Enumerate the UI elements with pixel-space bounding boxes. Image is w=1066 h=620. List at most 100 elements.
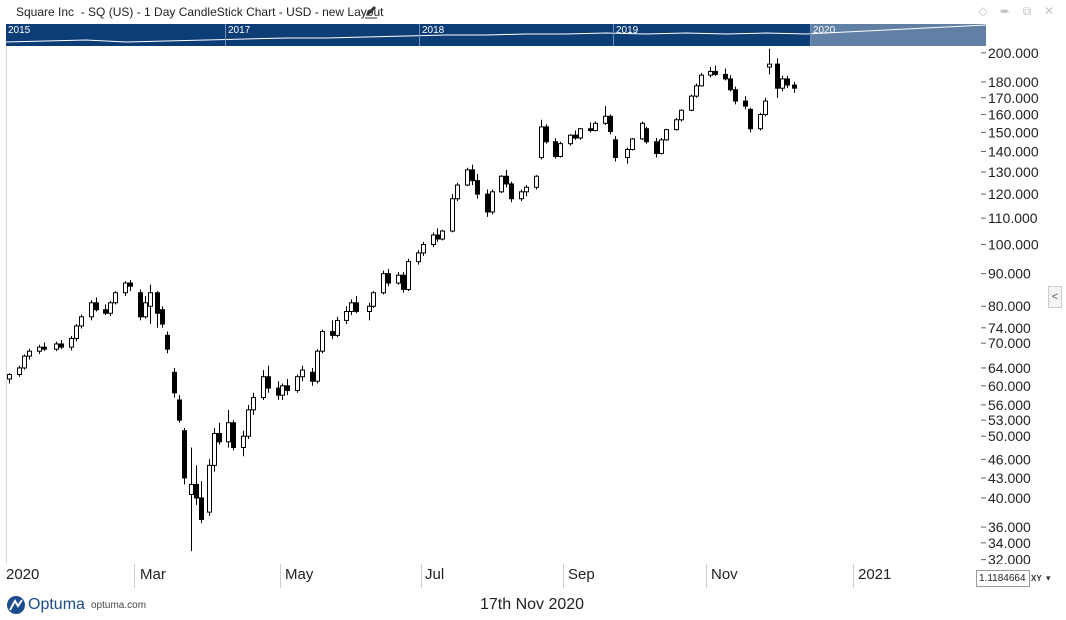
candlestick	[276, 381, 281, 400]
candlestick	[103, 304, 108, 316]
candlestick	[758, 112, 763, 131]
candlestick	[148, 284, 153, 325]
navigator-year: 2017	[228, 25, 251, 36]
candle-body-up	[381, 273, 386, 294]
candle-body-up	[625, 149, 630, 158]
candle-body-down	[723, 73, 728, 80]
candlestick	[713, 65, 718, 76]
price-label: 32.000	[988, 552, 1031, 564]
candlestick	[266, 365, 271, 393]
candlestick	[344, 306, 349, 325]
candle-body-up	[431, 234, 436, 246]
date-label-sep: Sep	[568, 566, 595, 583]
brand-name: Optuma	[28, 596, 85, 613]
candle-body-up	[17, 367, 22, 376]
candle-body-down	[172, 371, 177, 394]
candlestick	[241, 430, 246, 457]
collapse-panel-button[interactable]: <	[1048, 286, 1062, 308]
candle-body-down	[310, 371, 315, 382]
candlestick	[431, 232, 436, 248]
candle-body-up	[539, 126, 544, 158]
candlestick	[89, 300, 94, 321]
date-axis[interactable]: 2020 Mar May Jul Sep Nov 2021	[0, 564, 981, 588]
candle-body-up	[767, 63, 772, 68]
candlestick	[17, 365, 22, 377]
brand-url[interactable]: optuma.com	[91, 600, 147, 611]
candlestick	[644, 126, 649, 144]
candle-body-up	[54, 343, 59, 350]
candle-body-down	[509, 183, 514, 200]
price-label: 130.000	[988, 164, 1039, 180]
scale-dropdown-icon[interactable]: ▾	[1046, 573, 1051, 583]
candle-body-down	[42, 346, 47, 350]
candlestick	[558, 141, 563, 158]
candle-body-up	[534, 175, 539, 188]
candlestick	[490, 189, 495, 215]
candle-body-up	[367, 305, 372, 312]
navigator-strip[interactable]: 2015 2017 2018 2019 2020	[6, 24, 986, 46]
candlestick	[539, 119, 544, 160]
candlestick	[189, 447, 194, 552]
candle-body-down	[138, 292, 143, 318]
candle-body-up	[490, 191, 495, 213]
price-label: 180.000	[988, 74, 1039, 90]
candle-body-down	[485, 193, 490, 213]
candle-body-up	[189, 483, 194, 495]
candlestick	[54, 341, 59, 352]
candle-body-down	[285, 385, 290, 391]
navigator-year: 2015	[8, 25, 31, 36]
plot-area[interactable]	[6, 46, 981, 564]
candlestick	[748, 107, 753, 133]
chart-title: Square Inc - SQ (US) - 1 Day CandleStick…	[16, 5, 384, 19]
price-label: 100.000	[988, 237, 1039, 253]
candle-body-down	[94, 302, 99, 311]
diamond-icon[interactable]: ◇	[978, 4, 988, 18]
candlestick	[470, 164, 475, 186]
candlestick	[613, 136, 618, 162]
candlestick	[155, 291, 160, 328]
scale-input[interactable]: 1.1184664	[976, 570, 1030, 587]
candlestick	[763, 97, 768, 117]
price-axis[interactable]: 200.000 180.000 170.000 160.000 150.000 140.0…	[981, 45, 1066, 568]
candlestick	[335, 316, 340, 338]
candle-body-down	[713, 70, 718, 75]
candle-body-up	[679, 109, 684, 121]
candle-body-down	[504, 175, 509, 185]
candlestick	[138, 289, 143, 321]
candle-body-up	[440, 230, 445, 240]
candlestick	[285, 378, 290, 396]
date-label-mar: Mar	[140, 566, 166, 583]
candlestick	[455, 182, 460, 202]
navigator-separator	[810, 24, 811, 46]
title-bar: Square Inc - SQ (US) - 1 Day CandleStick…	[0, 0, 1066, 24]
candlestick	[519, 189, 524, 202]
candlestick	[416, 250, 421, 265]
candle-body-up	[37, 346, 42, 352]
candlestick	[217, 422, 222, 445]
edit-icon[interactable]	[363, 3, 379, 19]
pin-icon[interactable]: ➨	[999, 4, 1011, 18]
price-label: 80.000	[988, 298, 1031, 314]
candlestick	[123, 281, 128, 297]
candlestick	[743, 96, 748, 110]
candle-body-up	[246, 409, 251, 437]
candle-body-down	[785, 78, 790, 86]
candlestick	[371, 291, 376, 308]
candle-body-down	[386, 273, 391, 284]
candle-body-up	[499, 175, 504, 193]
candle-body-up	[630, 138, 635, 151]
candlestick	[79, 314, 84, 329]
close-icon[interactable]: ✕	[1043, 4, 1055, 18]
candle-body-down	[748, 108, 753, 130]
xy-scale-button[interactable]: XY	[1031, 574, 1042, 583]
candlestick	[450, 194, 455, 233]
restore-icon[interactable]: ⧉	[1022, 4, 1032, 18]
navigator-window[interactable]	[810, 24, 986, 46]
candle-body-up	[416, 252, 421, 263]
candle-body-down	[613, 139, 618, 158]
candlestick	[504, 169, 509, 188]
candlestick	[785, 75, 790, 89]
candlestick	[630, 137, 635, 151]
candlestick	[465, 167, 470, 187]
candlestick	[679, 109, 684, 122]
